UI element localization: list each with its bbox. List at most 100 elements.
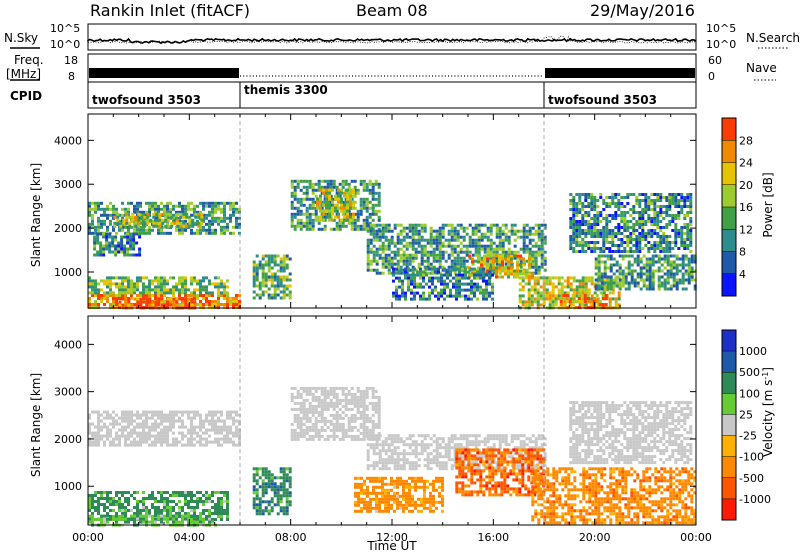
data-cell <box>172 443 175 447</box>
data-cell <box>498 241 502 245</box>
data-cell <box>208 300 211 303</box>
data-cell <box>190 207 193 211</box>
data-cell <box>346 206 349 210</box>
data-cell <box>105 244 109 248</box>
data-cell <box>211 520 214 524</box>
data-cell <box>160 303 164 307</box>
data-cell <box>486 235 490 239</box>
data-cell <box>329 215 333 219</box>
data-cell <box>675 269 679 273</box>
data-cell <box>453 229 457 233</box>
data-cell <box>413 291 416 295</box>
data-cell <box>184 294 187 297</box>
data-cell <box>377 227 381 231</box>
data-cell <box>193 410 196 414</box>
data-cell <box>452 294 455 298</box>
data-cell <box>163 431 166 435</box>
data-cell <box>621 275 625 279</box>
data-cell <box>617 232 621 235</box>
data-cell <box>453 238 457 242</box>
data-cell <box>88 228 91 232</box>
data-cell <box>178 500 181 503</box>
data-cell <box>605 214 609 217</box>
data-cell <box>166 425 169 429</box>
data-cell <box>169 514 172 518</box>
data-cell <box>97 443 100 447</box>
data-cell <box>320 200 324 204</box>
data-cell <box>205 204 208 208</box>
data-cell <box>659 244 663 247</box>
data-cell <box>190 425 193 429</box>
data-cell <box>438 256 442 260</box>
data-cell <box>193 207 196 211</box>
data-cell <box>611 241 615 244</box>
data-cell <box>317 227 321 231</box>
data-cell <box>121 494 124 497</box>
data-cell <box>617 214 621 217</box>
data-cell <box>273 254 277 258</box>
data-cell <box>190 514 193 518</box>
data-cell <box>97 207 100 211</box>
data-cell <box>533 291 537 295</box>
data-cell <box>102 232 106 236</box>
data-cell <box>193 494 196 497</box>
data-cell <box>151 506 154 509</box>
data-cell <box>155 221 159 225</box>
data-cell <box>423 223 427 227</box>
data-cell <box>353 224 357 228</box>
data-cell <box>258 467 262 471</box>
data-cell <box>299 179 303 183</box>
data-cell <box>323 185 327 189</box>
data-cell <box>142 210 145 214</box>
data-cell <box>299 218 303 222</box>
data-cell <box>145 201 148 205</box>
data-cell <box>106 204 109 208</box>
data-cell <box>441 232 445 236</box>
data-cell <box>432 241 436 245</box>
data-cell <box>111 235 115 239</box>
data-cell <box>548 300 552 304</box>
data-cell <box>136 500 139 503</box>
data-cell <box>464 282 467 286</box>
data-cell <box>331 212 334 216</box>
data-cell <box>485 285 488 289</box>
data-cell <box>660 263 664 267</box>
data-cell <box>501 247 505 251</box>
data-cell <box>510 226 514 230</box>
data-cell <box>372 235 376 239</box>
data-cell <box>441 253 445 257</box>
data-cell <box>293 386 297 390</box>
data-cell <box>154 520 157 524</box>
data-cell <box>112 503 115 506</box>
data-cell <box>121 276 124 280</box>
data-cell <box>578 291 582 295</box>
data-cell <box>366 238 370 242</box>
data-cell <box>205 294 208 297</box>
data-cell <box>311 218 315 222</box>
data-cell <box>444 259 448 263</box>
data-cell <box>663 281 667 285</box>
data-cell <box>596 217 600 220</box>
data-cell <box>656 232 660 235</box>
data-cell <box>145 514 148 518</box>
data-cell <box>614 205 618 208</box>
data-cell <box>422 285 425 289</box>
data-cell <box>93 247 97 251</box>
data-cell <box>366 223 370 227</box>
data-cell <box>143 215 147 219</box>
data-cell <box>160 410 163 414</box>
data-cell <box>166 500 169 503</box>
data-cell <box>311 191 315 195</box>
data-cell <box>381 241 385 245</box>
data-cell <box>184 517 187 521</box>
data-cell <box>662 211 666 214</box>
data-cell <box>521 276 525 280</box>
data-cell <box>428 279 431 283</box>
data-cell <box>302 413 306 417</box>
data-cell <box>636 254 640 258</box>
data-cell <box>311 206 315 210</box>
data-cell <box>665 241 669 244</box>
data-cell <box>525 250 529 254</box>
data-cell <box>255 284 259 288</box>
data-cell <box>106 300 109 303</box>
